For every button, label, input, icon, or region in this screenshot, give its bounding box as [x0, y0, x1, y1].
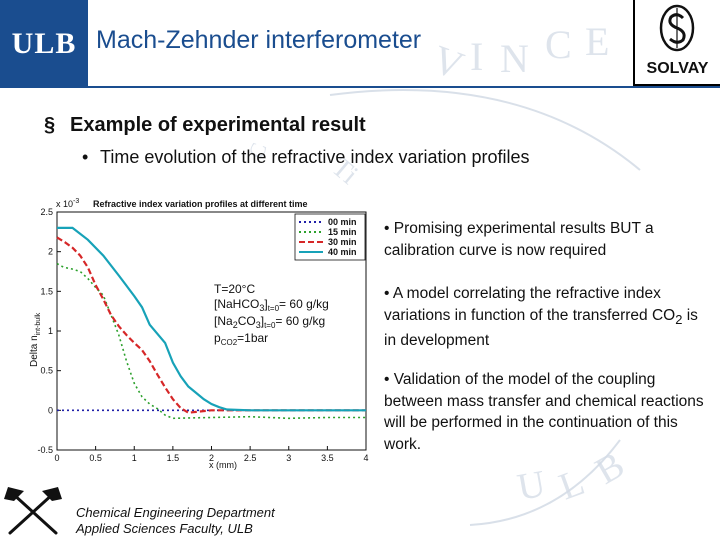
header-divider: [88, 86, 720, 88]
crossed-hammers-icon: [4, 487, 62, 535]
x-axis-label: x (mm): [209, 460, 237, 470]
solvay-logo: SOLVAY: [633, 0, 720, 86]
annotation-nahco3: [NaHCO3]t=0= 60 g/kg: [214, 297, 329, 313]
x-tick-label: 2.5: [244, 453, 257, 463]
legend-label: 30 min: [328, 237, 357, 247]
svg-text:L: L: [554, 461, 590, 508]
bullet-marker: •: [82, 147, 89, 167]
ulb-logo: ULB: [0, 0, 88, 88]
svg-text:C: C: [545, 22, 572, 67]
bullet-level1-text: Example of experimental result: [70, 114, 366, 136]
chart-annotation: T=20°C [NaHCO3]t=0= 60 g/kg [Na2CO3]t=0=…: [214, 282, 329, 347]
y-tick-label: 0: [48, 405, 53, 415]
x-tick-label: 0: [54, 453, 59, 463]
y-tick-label: 0.5: [40, 366, 53, 376]
annotation-temperature: T=20°C: [214, 282, 255, 296]
y-axis-label: Delta nint-bulk: [29, 312, 42, 367]
annotation-pco2: pCO2=1bar: [214, 331, 268, 347]
x-tick-label: 0.5: [89, 453, 102, 463]
chart-title: Refractive index variation profiles at d…: [93, 199, 308, 209]
svg-text:V: V: [427, 36, 470, 88]
chart-multiplier: x 10-3: [56, 198, 79, 209]
y-tick-label: 1.5: [40, 286, 53, 296]
svg-text:E: E: [585, 19, 609, 64]
legend-label: 00 min: [328, 217, 357, 227]
y-tick-label: 2.5: [40, 207, 53, 217]
svg-text:U: U: [514, 463, 548, 509]
footer: Chemical Engineering Department Applied …: [76, 505, 275, 537]
ulb-logo-text: ULB: [11, 27, 77, 60]
note-model-text-a: • A model correlating the refractive ind…: [384, 285, 676, 324]
x-tick-label: 2: [209, 453, 214, 463]
note-model: • A model correlating the refractive ind…: [384, 283, 704, 352]
y-tick-label: 1: [48, 326, 53, 336]
bullet-level1: § Example of experimental result: [44, 114, 366, 137]
series-line-40-min: [57, 226, 366, 412]
bullet-marker: §: [44, 114, 56, 136]
footer-faculty: Applied Sciences Faculty, ULB: [76, 521, 253, 536]
svg-text:N: N: [500, 36, 529, 81]
note-model-subscript: 2: [675, 311, 683, 327]
x-tick-label: 3: [286, 453, 291, 463]
x-tick-label: 1.5: [167, 453, 180, 463]
note-calibration: • Promising experimental results BUT a c…: [384, 220, 654, 259]
y-tick-label: 2: [48, 247, 53, 257]
footer-department: Chemical Engineering Department: [76, 505, 275, 520]
note-model-text-b: is in development: [384, 306, 698, 350]
page-title: Mach-Zehnder interferometer: [96, 26, 422, 54]
refractive-index-chart: x 10-3 Refractive index variation profil…: [29, 198, 369, 470]
series-line-30-min: [56, 236, 366, 414]
series-line-15-min: [56, 262, 366, 420]
annotation-na2co3: [Na2CO3]t=0= 60 g/kg: [214, 314, 325, 330]
legend-label: 40 min: [328, 247, 357, 257]
solvay-logo-text: SOLVAY: [646, 60, 709, 77]
x-tick-label: 3.5: [321, 453, 334, 463]
legend-label: 15 min: [328, 227, 357, 237]
note-validation: • Validation of the model of the couplin…: [384, 371, 704, 453]
bullet-level2-text: Time evolution of the refractive index v…: [100, 147, 530, 167]
y-tick-label: -0.5: [37, 445, 53, 455]
x-tick-label: 1: [132, 453, 137, 463]
bullet-level2: • Time evolution of the refractive index …: [82, 147, 530, 168]
solvay-emblem-icon: [659, 4, 695, 52]
x-tick-label: 4: [363, 453, 368, 463]
svg-text:I: I: [470, 34, 483, 79]
